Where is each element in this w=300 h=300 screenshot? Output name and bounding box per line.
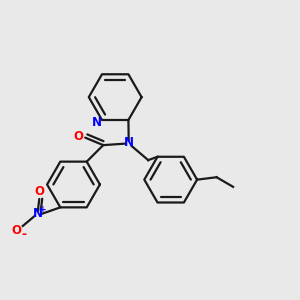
Text: +: + xyxy=(39,205,46,214)
Text: N: N xyxy=(33,207,43,220)
Text: N: N xyxy=(92,116,102,129)
Text: -: - xyxy=(21,229,27,242)
Text: O: O xyxy=(34,185,44,198)
Text: N: N xyxy=(124,136,134,149)
Text: O: O xyxy=(73,130,83,143)
Text: O: O xyxy=(12,224,22,237)
